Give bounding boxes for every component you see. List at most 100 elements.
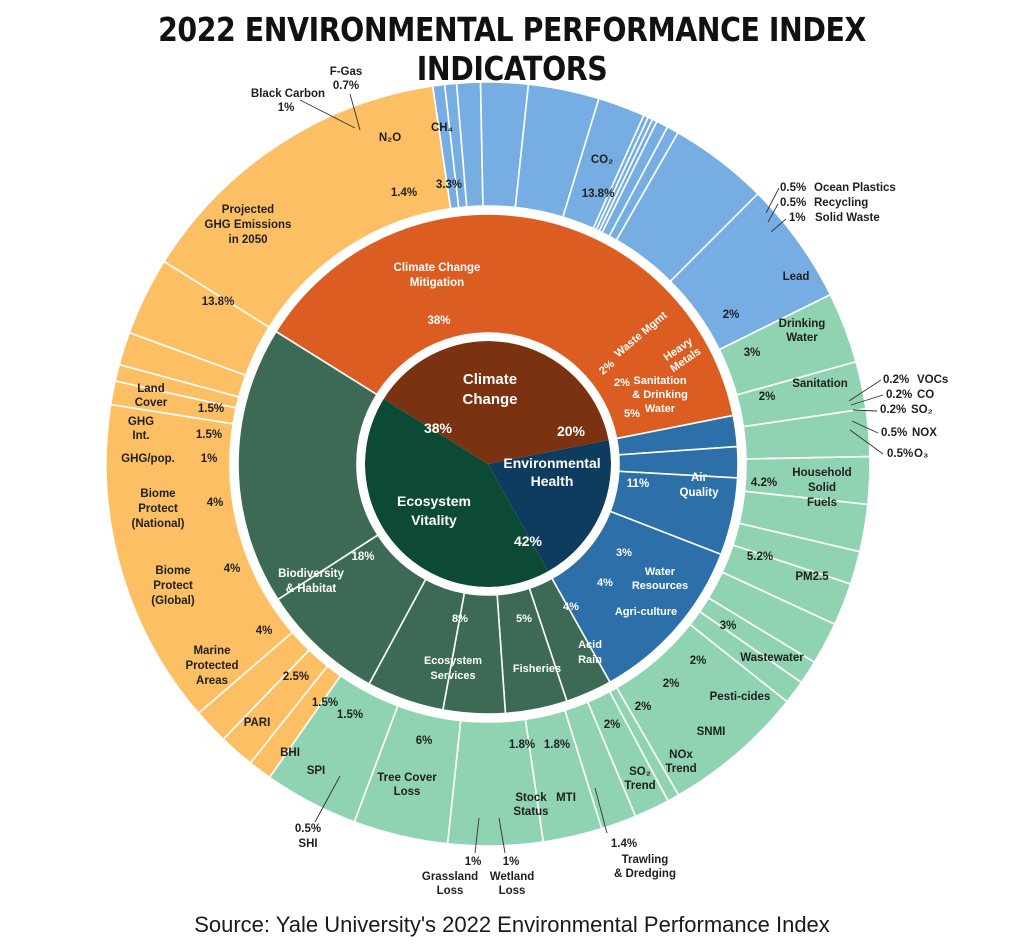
outer-value-ghg-pop: 1% xyxy=(201,453,218,465)
outer-label-line: Marine xyxy=(193,645,230,657)
outer-label-co: CO₂ xyxy=(591,154,613,166)
outer-label-biome-protect-global: Biome Protect (Global) xyxy=(151,565,195,607)
core-label-line: Climate xyxy=(463,371,517,388)
leader-line-o3 xyxy=(849,429,884,455)
outer-value-biome-protect-global: 4% xyxy=(224,563,241,575)
leader-line-wetland-loss xyxy=(498,817,506,854)
outer-label-ghg-int: GHG Int. xyxy=(128,416,154,442)
middle-label-line: Sanitation xyxy=(633,375,686,387)
outer-label-line: Loss xyxy=(394,786,421,798)
outer-label-line: Grassland xyxy=(422,871,478,883)
outer-label-trawling-dredging: Trawling & Dredging xyxy=(614,854,676,880)
outer-value-projected-ghg-emissions-in-2050: 13.8% xyxy=(202,296,235,308)
outer-value-ch: 3.3% xyxy=(436,179,462,191)
outer-label-recycling: Recycling xyxy=(814,197,868,209)
middle-label-line: Quality xyxy=(680,487,720,499)
middle-value-ecosystem-services: 8% xyxy=(452,613,468,625)
middle-label-line: & Drinking xyxy=(632,389,688,401)
outer-label-wetland-loss: Wetland Loss xyxy=(490,871,535,897)
middle-value-water-resources: 3% xyxy=(616,547,632,559)
chart-source: Source: Yale University's 2022 Environme… xyxy=(194,912,830,937)
outer-value-wastewater: 3% xyxy=(720,620,737,632)
outer-value-f-gas: 0.7% xyxy=(333,80,359,92)
outer-value-marine-protected-areas: 4% xyxy=(256,625,273,637)
leader-line-vocs xyxy=(848,379,882,402)
outer-label-grassland-loss: Grassland Loss xyxy=(422,871,478,897)
outer-label-marine-protected-areas: Marine Protected Areas xyxy=(185,645,238,687)
outer-label-line: Protect xyxy=(153,580,193,592)
outer-label-line: Projected xyxy=(222,204,274,216)
core-label-climate-change: Climate Change xyxy=(462,371,517,408)
outer-label-wastewater: Wastewater xyxy=(740,652,804,664)
core-label-ecosystem-vitality: Ecosystem Vitality xyxy=(397,493,471,528)
outer-label-biome-protect-national: Biome Protect (National) xyxy=(131,488,184,530)
outer-value-pesti-cides: 2% xyxy=(690,655,707,667)
outer-label-pari: PARI xyxy=(244,717,271,729)
core-gap-ring xyxy=(357,333,619,595)
core-label-line: Vitality xyxy=(411,512,457,528)
leader-line-grassland-loss xyxy=(474,817,480,854)
middle-label-line: Services xyxy=(430,670,475,682)
outer-value-mti: 1.8% xyxy=(544,739,570,751)
outer-value-co: 0.2% xyxy=(886,389,912,401)
outer-label-line: Stock xyxy=(515,792,547,804)
outer-label-line: Cover xyxy=(135,397,168,409)
outer-value-so: 0.2% xyxy=(880,404,906,416)
outer-label-line: Drinking xyxy=(779,318,826,330)
outer-label-line: GHG Emissions xyxy=(205,219,292,231)
outer-label-so: SO₂ xyxy=(911,404,933,416)
outer-label-line: Trend xyxy=(624,780,655,792)
outer-label-vocs: VOCs xyxy=(917,374,948,386)
outer-value-black-carbon: 1% xyxy=(278,102,295,114)
outer-label-line: Water xyxy=(786,332,818,344)
core-wedge-ecosystem-vitality xyxy=(364,398,549,588)
outer-label-ch: CH₄ xyxy=(431,122,453,134)
middle-label-line: Climate Change xyxy=(394,262,481,274)
core-label-line: Environmental xyxy=(503,455,600,471)
outer-label-solid-waste: Solid Waste xyxy=(815,212,880,224)
outer-value-trawling-dredging: 1.4% xyxy=(611,838,637,850)
middle-label-line: Water xyxy=(645,403,676,415)
outer-value-pari: 2.5% xyxy=(283,671,309,683)
middle-label-biodiversity-habitat: Biodiversity & Habitat xyxy=(278,568,344,595)
outer-label-mti: MTI xyxy=(556,792,576,804)
leader-line-ocean-plastics xyxy=(765,187,780,214)
outer-value-o: 0.5% xyxy=(887,448,913,460)
middle-label-line: Biodiversity xyxy=(278,568,344,580)
outer-label-line: Tree Cover xyxy=(377,772,437,784)
outer-value-shi: 0.5% xyxy=(295,823,321,835)
middle-label-line: & Habitat xyxy=(286,583,337,595)
outer-label-line: (National) xyxy=(131,518,184,530)
outer-label-tree-cover-loss: Tree Cover Loss xyxy=(377,772,437,798)
outer-label-pesti-cides: Pesti-cides xyxy=(710,691,771,703)
outer-label-line: Protect xyxy=(138,503,178,515)
middle-label-line: Ecosystem xyxy=(424,655,482,667)
outer-label-sanitation: Sanitation xyxy=(792,378,848,390)
outer-value-land-cover: 1.5% xyxy=(198,403,224,415)
outer-value-n-o: 1.4% xyxy=(391,187,417,199)
middle-value-heavy-metals: 2% xyxy=(614,377,630,389)
leader-line-shi xyxy=(314,775,341,823)
outer-label-line: Solid xyxy=(808,482,836,494)
outer-label-stock-status: Stock Status xyxy=(513,792,548,818)
outer-label-line: NOx xyxy=(669,749,693,761)
chart-title: 2022 ENVIRONMENTAL PERFORMANCE INDEX IND… xyxy=(158,10,866,88)
outer-value-bhi: 1.5% xyxy=(312,697,338,709)
outer-label-line: Loss xyxy=(437,885,464,897)
outer-label-ghg-pop: GHG/pop. xyxy=(121,453,175,465)
leader-line-co xyxy=(850,394,884,406)
outer-label-line: in 2050 xyxy=(229,234,268,246)
outer-value-sanitation: 2% xyxy=(759,391,776,403)
outer-label-line: Loss xyxy=(499,885,526,897)
leader-line-solid-waste xyxy=(770,218,787,233)
outer-value-ghg-int: 1.5% xyxy=(196,429,222,441)
outer-label-line: Trend xyxy=(665,763,696,775)
middle-label-agri-culture: Agri-culture xyxy=(615,606,677,618)
outer-value-co: 13.8% xyxy=(582,188,615,200)
outer-value-spi: 1.5% xyxy=(337,709,363,721)
outer-label-line: Trawling xyxy=(622,854,669,866)
outer-value-biome-protect-national: 4% xyxy=(207,497,224,509)
outer-value-vocs: 0.2% xyxy=(883,374,909,386)
outer-value-recycling: 0.5% xyxy=(780,197,806,209)
